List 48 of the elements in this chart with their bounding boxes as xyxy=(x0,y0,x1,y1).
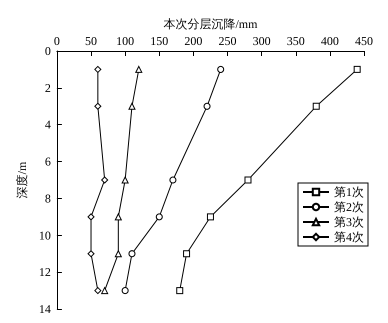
y-tick-label: 8 xyxy=(44,191,51,206)
point xyxy=(312,102,320,110)
point xyxy=(88,250,95,258)
point xyxy=(244,176,252,184)
point xyxy=(169,176,176,184)
point xyxy=(122,176,129,184)
point xyxy=(206,213,214,220)
point xyxy=(135,66,142,73)
legend-label: 第3次 xyxy=(334,215,364,229)
y-tick-label: 6 xyxy=(44,154,51,169)
x-tick-label: 0 xyxy=(54,34,60,48)
x-tick-label: 450 xyxy=(355,34,373,48)
x-tick-label: 200 xyxy=(184,34,202,48)
point xyxy=(101,176,108,184)
y-tick-label: 2 xyxy=(44,80,51,95)
point xyxy=(122,287,129,294)
y-tick-label: 0 xyxy=(44,44,51,58)
point xyxy=(94,66,102,73)
x-tick-label: 100 xyxy=(116,34,134,48)
y-axis-title: 深度/m xyxy=(15,161,29,198)
legend-label: 第2次 xyxy=(334,200,364,214)
y-tick-label: 14 xyxy=(38,302,51,316)
point xyxy=(128,250,136,258)
point xyxy=(354,66,361,73)
x-tick-label: 400 xyxy=(320,34,339,48)
legend-label: 第1次 xyxy=(334,185,364,199)
x-axis-title: 本次分层沉降/mm xyxy=(163,17,258,32)
point xyxy=(128,102,136,110)
point xyxy=(204,102,211,110)
x-tick-label: 350 xyxy=(286,34,305,48)
point xyxy=(156,213,163,220)
point xyxy=(183,250,190,258)
x-tick-label: 300 xyxy=(252,34,271,48)
x-tick-label: 50 xyxy=(85,34,98,48)
legend-label: 第4次 xyxy=(334,230,364,244)
x-tick-label: 250 xyxy=(218,34,237,48)
x-tick-label: 150 xyxy=(150,34,168,48)
point xyxy=(94,287,102,294)
point xyxy=(217,66,224,73)
point xyxy=(101,287,108,294)
y-tick-label: 4 xyxy=(44,118,51,132)
point xyxy=(114,250,122,258)
point xyxy=(176,287,184,294)
point xyxy=(94,102,102,110)
point xyxy=(114,213,122,220)
y-tick-label: 10 xyxy=(38,228,51,242)
y-tick-label: 12 xyxy=(38,265,51,280)
point xyxy=(88,213,95,220)
